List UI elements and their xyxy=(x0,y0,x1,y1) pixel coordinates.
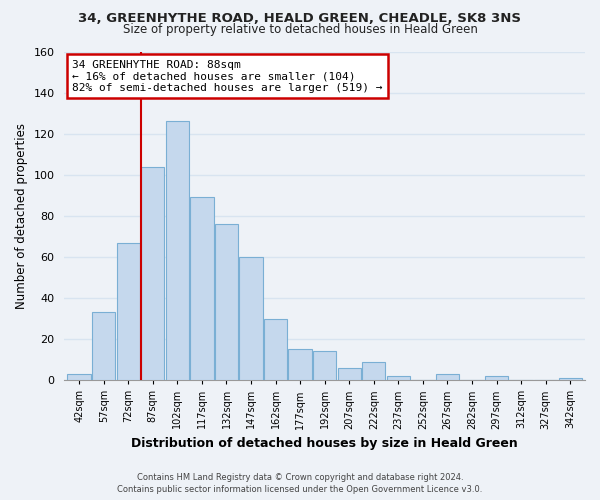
Bar xyxy=(92,312,115,380)
Bar xyxy=(338,368,361,380)
Bar xyxy=(289,350,312,380)
Bar xyxy=(116,242,140,380)
Y-axis label: Number of detached properties: Number of detached properties xyxy=(15,123,28,309)
Text: Contains HM Land Registry data © Crown copyright and database right 2024.
Contai: Contains HM Land Registry data © Crown c… xyxy=(118,472,482,494)
Bar xyxy=(313,352,337,380)
X-axis label: Distribution of detached houses by size in Heald Green: Distribution of detached houses by size … xyxy=(131,437,518,450)
Text: 34 GREENHYTHE ROAD: 88sqm
← 16% of detached houses are smaller (104)
82% of semi: 34 GREENHYTHE ROAD: 88sqm ← 16% of detac… xyxy=(72,60,383,93)
Bar xyxy=(239,257,263,380)
Bar xyxy=(141,166,164,380)
Bar xyxy=(485,376,508,380)
Text: 34, GREENHYTHE ROAD, HEALD GREEN, CHEADLE, SK8 3NS: 34, GREENHYTHE ROAD, HEALD GREEN, CHEADL… xyxy=(79,12,521,26)
Bar xyxy=(215,224,238,380)
Bar xyxy=(264,318,287,380)
Bar xyxy=(190,198,214,380)
Bar xyxy=(362,362,385,380)
Bar xyxy=(559,378,582,380)
Bar xyxy=(166,122,189,380)
Bar xyxy=(436,374,459,380)
Text: Size of property relative to detached houses in Heald Green: Size of property relative to detached ho… xyxy=(122,22,478,36)
Bar xyxy=(67,374,91,380)
Bar xyxy=(387,376,410,380)
